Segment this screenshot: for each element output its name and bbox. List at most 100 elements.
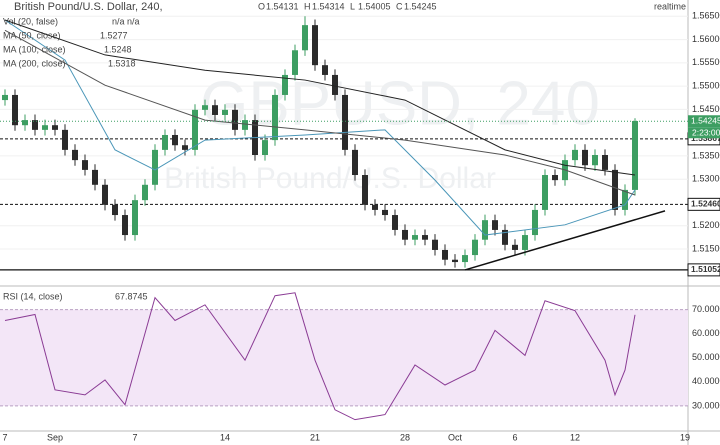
x-tick-label: 21 bbox=[310, 432, 320, 442]
candle-body bbox=[82, 160, 88, 170]
candle-body bbox=[412, 235, 418, 240]
candle-body bbox=[472, 239, 478, 256]
candle-body bbox=[502, 229, 508, 245]
x-tick-label: 12 bbox=[570, 432, 580, 442]
candle-body bbox=[182, 145, 188, 150]
candle-body bbox=[152, 149, 158, 185]
candle-body bbox=[382, 209, 388, 216]
candle-body bbox=[352, 149, 358, 176]
candle-body bbox=[72, 149, 78, 161]
x-tick-label: Sep bbox=[47, 432, 63, 442]
ohlc-value: 1.54314 bbox=[312, 1, 345, 11]
ohlc-value: 1.54005 bbox=[358, 1, 391, 11]
candle-body bbox=[312, 25, 318, 66]
candle-body bbox=[402, 229, 408, 240]
x-tick-label: 19 bbox=[680, 432, 690, 442]
rsi-value: 67.8745 bbox=[115, 291, 148, 301]
candle-body bbox=[302, 25, 308, 51]
candle-body bbox=[262, 140, 268, 155]
level-tag bbox=[687, 263, 720, 277]
legend-name: MA (200, close) bbox=[3, 58, 66, 68]
countdown: 2:23:00 bbox=[692, 128, 720, 138]
rsi-line bbox=[4, 292, 636, 421]
countdown-tag bbox=[688, 127, 720, 139]
candle-body bbox=[132, 200, 138, 236]
candle-body bbox=[532, 209, 538, 236]
legend-name: MA (100, close) bbox=[3, 44, 66, 54]
ma-line bbox=[4, 19, 636, 236]
last-price-label: 1.54245 bbox=[691, 116, 720, 126]
y-tick-label: 70.0000 bbox=[692, 304, 720, 314]
candle-body bbox=[172, 134, 178, 146]
candle-body bbox=[492, 220, 498, 230]
candle-body bbox=[62, 129, 68, 150]
candle-body bbox=[212, 105, 218, 115]
ohlc-value: 1.54131 bbox=[266, 1, 299, 11]
candle-body bbox=[572, 149, 578, 161]
candle-body bbox=[192, 109, 198, 150]
candle-body bbox=[342, 94, 348, 150]
x-tick-label: 7 bbox=[132, 432, 137, 442]
rsi-band bbox=[0, 309, 688, 406]
y-tick-label: 1.52000 bbox=[692, 220, 720, 230]
candle-body bbox=[52, 125, 58, 130]
legend-name: MA (50, close) bbox=[3, 30, 61, 40]
candle-body bbox=[242, 120, 248, 130]
y-tick-label: 1.51500 bbox=[692, 243, 720, 253]
candle-body bbox=[362, 175, 368, 205]
candle-body bbox=[542, 175, 548, 210]
ma-line bbox=[4, 29, 636, 196]
x-tick-label: 28 bbox=[400, 432, 410, 442]
level-label: 1.51052 bbox=[691, 264, 720, 274]
candle-body bbox=[552, 175, 558, 181]
candle-body bbox=[442, 249, 448, 260]
candle-body bbox=[622, 189, 628, 210]
candle-body bbox=[222, 109, 228, 115]
candle-body bbox=[102, 184, 108, 205]
candle-body bbox=[162, 134, 168, 150]
y-tick-label: 60.0000 bbox=[692, 328, 720, 338]
y-tick-label: 40.0000 bbox=[692, 376, 720, 386]
legend-value: 1.5318 bbox=[108, 58, 136, 68]
candle-body bbox=[512, 244, 518, 250]
candle-body bbox=[432, 239, 438, 250]
candle-body bbox=[392, 215, 398, 230]
candle-body bbox=[2, 94, 8, 101]
level-tag bbox=[687, 197, 720, 211]
candle-body bbox=[282, 74, 288, 95]
y-tick-label: 1.54500 bbox=[692, 104, 720, 114]
candle-body bbox=[522, 235, 528, 250]
candle-body bbox=[272, 94, 278, 141]
candle-body bbox=[632, 121, 638, 190]
candle-body bbox=[22, 120, 28, 126]
candle-body bbox=[32, 120, 38, 130]
candle-body bbox=[322, 65, 328, 75]
legend-value: 1.5277 bbox=[100, 30, 128, 40]
candle-body bbox=[452, 259, 458, 263]
candle-body bbox=[332, 74, 338, 95]
x-tick-label: Oct bbox=[448, 432, 463, 442]
ma-line bbox=[4, 19, 636, 176]
candle-body bbox=[202, 105, 208, 110]
y-tick-label: 1.53500 bbox=[692, 150, 720, 160]
y-tick-label: 30.0000 bbox=[692, 400, 720, 410]
x-tick-label: 14 bbox=[220, 432, 230, 442]
candle-body bbox=[92, 169, 98, 185]
vol-legend: Vol (20, false) bbox=[3, 16, 58, 26]
x-tick-label: 7 bbox=[2, 432, 7, 442]
ohlc-value: L bbox=[350, 1, 355, 11]
candle-body bbox=[142, 184, 148, 201]
candle-body bbox=[122, 215, 128, 236]
y-tick-label: 1.55500 bbox=[692, 57, 720, 67]
candle-body bbox=[582, 149, 588, 166]
watermark-sub: British Pound/U.S. Dollar bbox=[164, 162, 496, 195]
candle-body bbox=[422, 235, 428, 240]
last-price-tag bbox=[688, 115, 720, 128]
candle-body bbox=[292, 50, 298, 75]
ohlc-value: H bbox=[304, 1, 311, 11]
x-tick-label: 6 bbox=[512, 432, 517, 442]
ohlc-value: O bbox=[258, 1, 265, 11]
candle-body bbox=[12, 94, 18, 126]
realtime: realtime bbox=[654, 1, 686, 11]
